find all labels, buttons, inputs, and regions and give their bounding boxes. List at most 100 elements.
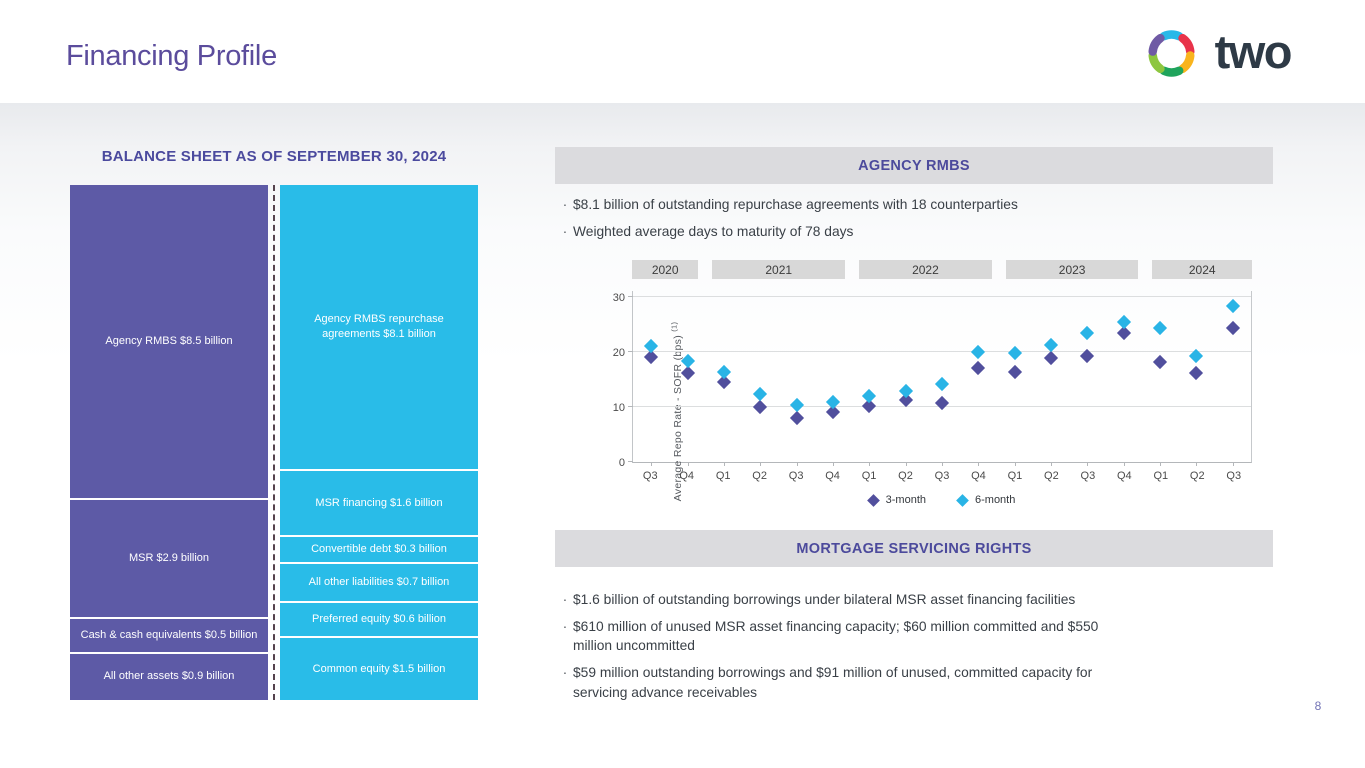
msr-bullets: · $1.6 billion of outstanding borrowings … xyxy=(557,590,1263,709)
y-axis-title: Average Repo Rate - SOFR (bps) (1) xyxy=(669,307,685,517)
msr-header-label: MORTGAGE SERVICING RIGHTS xyxy=(796,540,1032,557)
balance-segment: All other liabilities $0.7 billion xyxy=(280,563,478,601)
bullet-text: $59 million outstanding borrowings and $… xyxy=(573,665,1093,700)
bullet-text: Weighted average days to maturity of 78 … xyxy=(573,223,854,239)
x-axis-tick xyxy=(1232,462,1234,466)
year-band: 2020 xyxy=(632,260,699,279)
data-point-3-month xyxy=(1189,365,1204,380)
legend-item: 6-month xyxy=(956,493,1016,507)
liabilities-equity-bar: Agency RMBS repurchase agreements $8.1 b… xyxy=(280,185,478,700)
balance-segment: All other assets $0.9 billion xyxy=(70,653,268,700)
x-axis-tick-label: Q3 xyxy=(788,470,804,482)
bullet-text: $1.6 billion of outstanding borrowings u… xyxy=(573,592,1076,607)
y-axis-tick-label: 0 xyxy=(618,457,625,469)
balance-segment: Common equity $1.5 billion xyxy=(280,638,478,700)
x-axis-tick-label: Q1 xyxy=(1153,470,1169,482)
x-axis-tick xyxy=(1014,462,1016,466)
data-point-6-month xyxy=(753,387,768,402)
data-point-3-month xyxy=(789,410,804,425)
x-axis-tick xyxy=(1051,462,1053,466)
x-axis-tick-label: Q3 xyxy=(642,470,658,482)
agency-rmbs-header-label: AGENCY RMBS xyxy=(858,157,970,174)
x-axis-tick xyxy=(796,462,798,466)
x-axis-tick xyxy=(905,462,907,466)
data-point-6-month xyxy=(898,383,913,398)
balance-segment-label: All other assets $0.9 billion xyxy=(103,670,235,683)
x-axis-tick-label: Q4 xyxy=(971,470,986,482)
x-axis-tick xyxy=(978,462,980,466)
balance-segment: MSR $2.9 billion xyxy=(70,500,268,618)
data-point-3-month xyxy=(1153,354,1168,369)
balance-segment-label: Cash & cash equivalents $0.5 billion xyxy=(80,628,258,641)
data-point-3-month xyxy=(971,361,986,376)
data-point-6-month xyxy=(862,388,877,403)
x-axis-tick-label: Q3 xyxy=(1080,470,1096,482)
data-point-6-month xyxy=(825,395,841,410)
page-title: Financing Profile xyxy=(66,40,277,72)
page-number: 8 xyxy=(1314,699,1322,713)
balance-segment-label: Preferred equity $0.6 billion xyxy=(312,612,446,625)
bullet-text: $8.1 billion of outstanding repurchase a… xyxy=(573,197,1018,212)
legend-diamond-icon xyxy=(866,493,880,507)
year-band: 2024 xyxy=(1152,260,1252,279)
x-axis-tick xyxy=(869,462,871,466)
y-axis-tick-label: 20 xyxy=(612,346,625,359)
x-axis-tick-label: Q1 xyxy=(715,470,731,482)
balance-segment: MSR financing $1.6 billion xyxy=(280,470,478,536)
bullet-dot-icon: · xyxy=(562,196,568,212)
x-axis-tick xyxy=(760,462,762,466)
x-axis-tick-label: Q3 xyxy=(934,470,950,482)
bullet-item: · $610 million of unused MSR asset financ… xyxy=(557,617,1263,656)
agency-rmbs-bullets: · $8.1 billion of outstanding repurchase … xyxy=(557,195,1263,249)
footnote-marker: (1) xyxy=(669,321,679,332)
data-point-6-month xyxy=(1116,314,1131,329)
bar-divider xyxy=(273,185,275,700)
bullet-item: · Weighted average days to maturity of 78… xyxy=(557,222,1263,242)
x-axis-tick-label: Q4 xyxy=(679,470,695,482)
year-band: 2022 xyxy=(859,260,992,279)
y-axis-tick-label: 30 xyxy=(612,291,625,304)
x-axis-tick xyxy=(1160,462,1162,466)
chart-gridline xyxy=(633,295,1251,297)
x-axis-tick xyxy=(687,462,689,466)
y-axis-tick xyxy=(628,295,633,297)
x-axis-tick xyxy=(1087,462,1089,466)
balance-segment-label: MSR $2.9 billion xyxy=(128,552,210,565)
data-point-6-month xyxy=(934,377,950,392)
x-axis-tick xyxy=(1196,462,1198,466)
bullet-item: · $59 million outstanding borrowings and … xyxy=(557,663,1263,702)
balance-sheet-title: BALANCE SHEET AS OF SEPTEMBER 30, 2024 xyxy=(101,148,447,165)
x-axis-tick-label: Q2 xyxy=(1189,470,1205,482)
company-logo: two xyxy=(1140,22,1293,85)
y-axis-tick xyxy=(628,461,633,462)
x-axis-tick-label: Q4 xyxy=(825,470,840,482)
x-axis-tick-label: Q2 xyxy=(752,470,767,482)
balance-segment-label: Agency RMBS $8.5 billion xyxy=(105,335,233,348)
legend-item: 3-month xyxy=(866,493,926,507)
x-axis-tick-label: Q1 xyxy=(1007,470,1023,482)
x-axis-tick xyxy=(651,462,653,466)
data-point-6-month xyxy=(716,365,731,380)
data-point-3-month xyxy=(1007,364,1022,379)
legend-label: 6-month xyxy=(975,494,1016,506)
balance-sheet-chart: Agency RMBS $8.5 billion MSR $2.9 billion… xyxy=(70,185,478,700)
bullet-text: $610 million of unused MSR asset financi… xyxy=(573,618,1099,654)
chart-legend: 3-month 6-month xyxy=(632,493,1252,507)
x-axis-tick xyxy=(832,462,834,466)
legend-diamond-icon xyxy=(956,493,969,507)
chart-gridline xyxy=(633,350,1251,352)
bullet-dot-icon: · xyxy=(562,591,568,607)
chart-year-bands: 2020 2021 2022 2023 2024 xyxy=(632,260,1252,279)
data-point-6-month xyxy=(1153,320,1168,336)
x-axis-labels: Q3 Q4 Q1 Q2 Q3 Q4 Q1 Q2 Q3 Q4 Q1 Q2 Q3 Q4 Q1 Q2 Q3 xyxy=(632,470,1252,482)
logo-wordmark: two xyxy=(1214,25,1293,78)
msr-header: MORTGAGE SERVICING RIGHTS xyxy=(555,530,1273,567)
bullet-item: · $1.6 billion of outstanding borrowings … xyxy=(557,590,1263,610)
agency-rmbs-header: AGENCY RMBS xyxy=(555,147,1273,184)
data-point-6-month xyxy=(1007,345,1022,360)
x-axis-tick-label: Q2 xyxy=(1044,470,1059,482)
balance-segment: Agency RMBS repurchase agreements $8.1 b… xyxy=(280,185,478,469)
x-axis-tick-label: Q2 xyxy=(898,470,913,482)
data-point-6-month xyxy=(971,344,986,359)
